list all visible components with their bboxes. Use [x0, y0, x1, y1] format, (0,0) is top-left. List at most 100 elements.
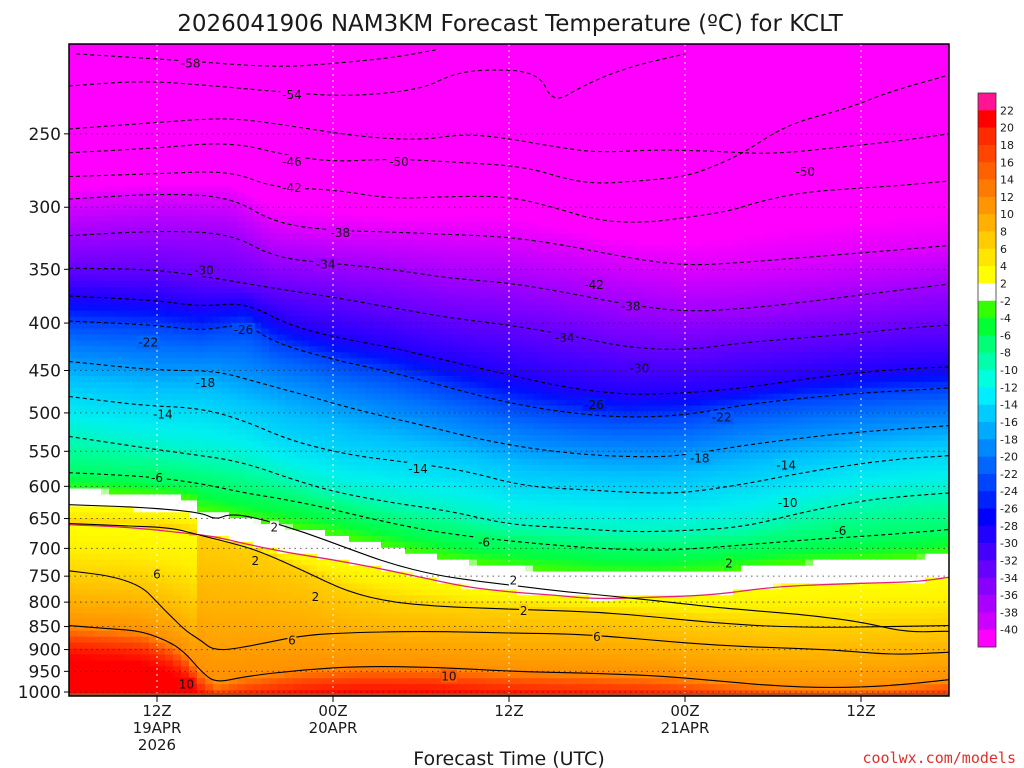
field-cell	[301, 61, 310, 69]
field-cell	[213, 132, 222, 140]
field-cell	[357, 435, 366, 442]
field-cell	[277, 589, 286, 596]
field-cell	[229, 375, 238, 383]
field-cell	[429, 156, 438, 164]
field-cell	[245, 601, 254, 608]
field-cell	[245, 97, 254, 104]
field-cell	[285, 577, 294, 584]
field-cell	[181, 251, 190, 258]
field-cell	[109, 381, 118, 389]
field-cell	[221, 618, 230, 626]
field-cell	[325, 215, 334, 223]
field-cell	[109, 512, 118, 519]
field-cell	[293, 559, 302, 567]
field-cell	[133, 227, 142, 235]
field-cell	[317, 518, 326, 525]
field-cell	[93, 405, 102, 413]
field-cell	[69, 429, 78, 436]
field-cell	[349, 245, 358, 253]
field-cell	[133, 541, 142, 549]
field-cell	[69, 132, 78, 140]
field-cell	[173, 375, 182, 383]
field-cell	[325, 399, 334, 407]
field-cell	[85, 660, 94, 667]
field-cell	[237, 506, 246, 513]
field-cell	[293, 381, 302, 389]
field-cell	[365, 115, 374, 122]
field-cell	[381, 482, 390, 490]
field-cell	[381, 103, 390, 110]
field-cell	[213, 233, 222, 241]
field-cell	[229, 518, 238, 525]
field-cell	[101, 370, 110, 377]
field-cell	[157, 636, 166, 644]
field-cell	[373, 132, 382, 140]
field-cell	[77, 577, 86, 584]
field-cell	[285, 441, 294, 448]
field-cell	[117, 470, 126, 478]
field-cell	[381, 500, 390, 507]
field-cell	[341, 393, 350, 401]
field-cell	[341, 518, 350, 525]
field-cell	[125, 411, 134, 419]
field-cell	[197, 328, 206, 336]
field-cell	[325, 512, 334, 519]
field-cell	[133, 613, 142, 620]
field-cell	[93, 381, 102, 389]
field-cell	[349, 49, 358, 57]
field-cell	[125, 601, 134, 608]
field-cell	[93, 257, 102, 264]
field-cell	[429, 209, 438, 217]
field-cell	[349, 85, 358, 93]
field-cell	[237, 601, 246, 608]
field-cell	[381, 577, 390, 584]
field-cell	[405, 61, 414, 69]
field-cell	[405, 547, 414, 555]
field-cell	[373, 512, 382, 519]
field-cell	[221, 518, 230, 525]
field-cell	[333, 121, 342, 128]
field-cell	[365, 346, 374, 353]
field-cell	[333, 417, 342, 424]
field-cell	[429, 233, 438, 241]
field-cell	[205, 233, 214, 241]
field-cell	[149, 49, 158, 57]
field-cell	[413, 132, 422, 140]
field-cell	[381, 565, 390, 573]
field-cell	[333, 535, 342, 543]
field-cell	[93, 44, 102, 51]
field-cell	[133, 239, 142, 247]
field-cell	[85, 547, 94, 555]
field-cell	[349, 168, 358, 175]
field-cell	[205, 281, 214, 288]
field-cell	[237, 577, 246, 584]
field-cell	[253, 464, 262, 472]
field-cell	[341, 304, 350, 312]
field-cell	[125, 316, 134, 324]
field-cell	[309, 524, 318, 531]
field-cell	[93, 239, 102, 247]
field-cell	[213, 530, 222, 537]
field-cell	[213, 340, 222, 347]
field-cell	[365, 672, 374, 679]
field-cell	[181, 399, 190, 407]
field-cell	[165, 233, 174, 241]
field-cell	[133, 298, 142, 306]
field-cell	[253, 322, 262, 330]
field-cell	[341, 322, 350, 330]
field-cell	[133, 79, 142, 87]
field-cell	[381, 150, 390, 158]
field-cell	[181, 672, 190, 679]
field-cell	[237, 316, 246, 324]
field-cell	[109, 624, 118, 632]
field-cell	[293, 648, 302, 656]
field-cell	[405, 245, 414, 253]
field-cell	[213, 281, 222, 288]
field-cell	[285, 227, 294, 235]
field-cell	[341, 435, 350, 442]
field-cell	[173, 672, 182, 679]
field-cell	[149, 79, 158, 87]
field-cell	[261, 55, 270, 63]
field-cell	[109, 221, 118, 229]
field-cell	[269, 417, 278, 424]
